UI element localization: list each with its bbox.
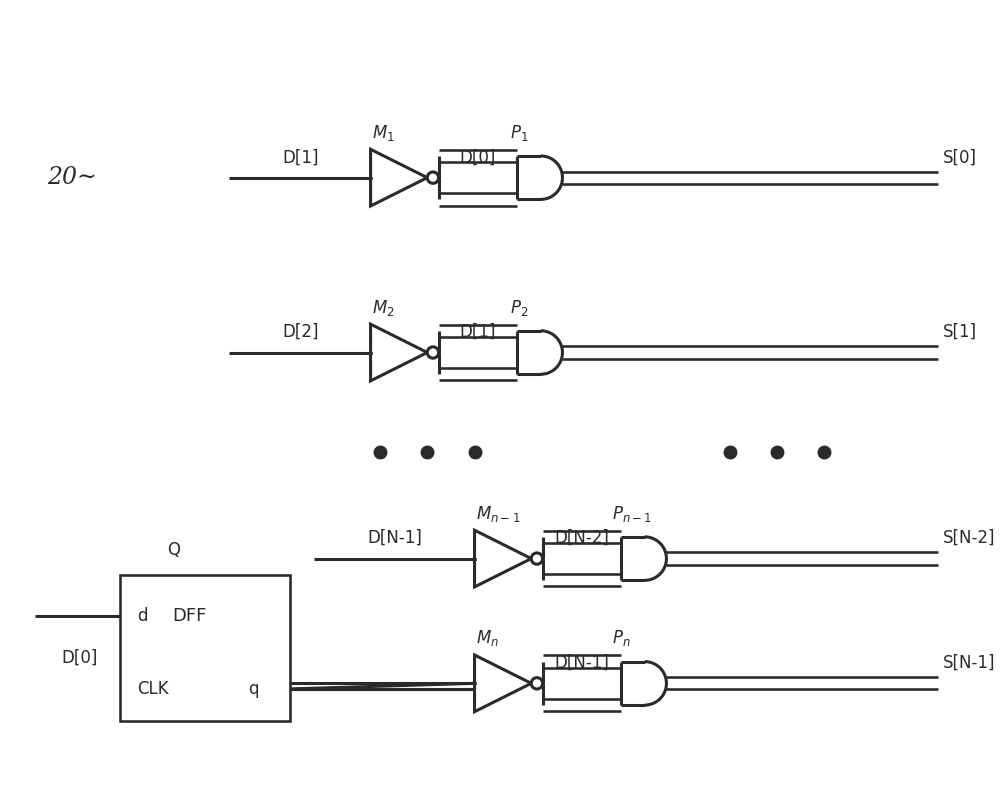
Bar [120,574,290,721]
Text: D[N-2]: D[N-2] [554,529,609,547]
Text: D[N-1]: D[N-1] [368,529,423,547]
Text: Q: Q [167,540,180,558]
Text: $P_{2}$: $P_{2}$ [510,298,529,318]
Text: q: q [248,680,258,698]
Text: $M_{n-1}$: $M_{n-1}$ [476,503,521,523]
Text: S[N-1]: S[N-1] [942,654,995,672]
Text: CLK: CLK [137,680,169,698]
Circle shape [427,172,439,184]
Circle shape [427,347,439,358]
Text: S[1]: S[1] [942,323,977,341]
Text: D[1]: D[1] [282,148,319,167]
Text: $M_{1}$: $M_{1}$ [372,123,395,142]
Text: 20∼: 20∼ [47,166,97,189]
Text: D[2]: D[2] [282,323,319,341]
Text: $M_{n}$: $M_{n}$ [476,629,499,648]
Text: D[0]: D[0] [460,148,496,167]
Text: D[0]: D[0] [61,648,98,667]
Text: DFF: DFF [172,607,206,625]
Text: S[0]: S[0] [942,148,976,167]
Text: D[1]: D[1] [460,323,496,341]
Text: $P_{1}$: $P_{1}$ [510,123,529,142]
Text: d: d [137,607,148,625]
Text: D[N-1]: D[N-1] [554,654,609,672]
Text: $P_{n-1}$: $P_{n-1}$ [612,503,652,523]
Text: $P_{n}$: $P_{n}$ [612,629,630,648]
Circle shape [531,678,543,689]
Text: S[N-2]: S[N-2] [942,529,995,547]
Text: $M_{2}$: $M_{2}$ [372,298,395,318]
Circle shape [531,553,543,564]
